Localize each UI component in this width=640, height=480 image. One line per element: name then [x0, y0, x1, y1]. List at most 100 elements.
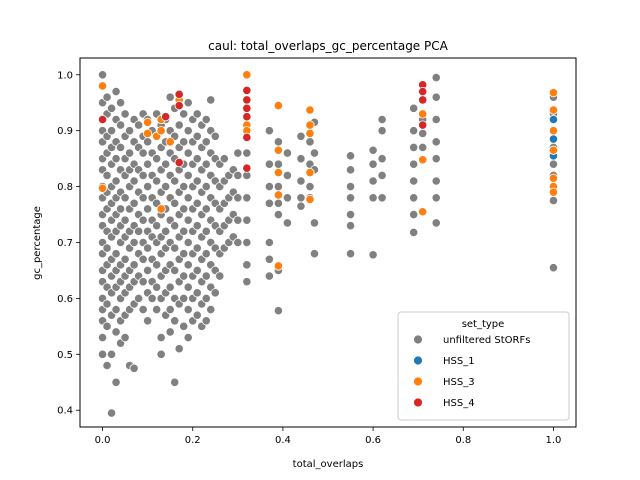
- point-unfiltered-storfs: [431, 72, 441, 83]
- point-hss-4: [242, 85, 252, 96]
- point-unfiltered-storfs: [138, 254, 148, 264]
- point-unfiltered-storfs: [170, 221, 180, 231]
- point-hss-1: [548, 134, 559, 144]
- legend-marker-hss-3: [413, 376, 423, 387]
- point-unfiltered-storfs: [138, 215, 148, 225]
- point-unfiltered-storfs: [201, 226, 211, 236]
- point-hss-3: [273, 145, 283, 155]
- legend-label-unfiltered-storfs: unfiltered StORFs: [443, 335, 530, 346]
- point-unfiltered-storfs: [273, 306, 283, 316]
- point-unfiltered-storfs: [431, 92, 441, 102]
- point-unfiltered-storfs: [183, 126, 193, 136]
- point-unfiltered-storfs: [409, 209, 419, 220]
- point-unfiltered-storfs: [111, 154, 121, 164]
- point-hss-3: [97, 183, 108, 193]
- y-tick-label: 1.0: [57, 70, 73, 81]
- point-unfiltered-storfs: [264, 271, 274, 281]
- point-unfiltered-storfs: [345, 193, 356, 203]
- point-unfiltered-storfs: [152, 304, 162, 315]
- point-unfiltered-storfs: [264, 126, 274, 136]
- point-unfiltered-storfs: [431, 218, 441, 228]
- point-unfiltered-storfs: [264, 237, 274, 248]
- point-unfiltered-storfs: [183, 332, 193, 343]
- point-unfiltered-storfs: [111, 304, 121, 315]
- point-unfiltered-storfs: [111, 377, 121, 387]
- point-unfiltered-storfs: [111, 86, 121, 97]
- point-unfiltered-storfs: [115, 120, 126, 130]
- y-tick-label: 0.8: [57, 182, 73, 193]
- chart-title: caul: total_overlaps_gc_percentage PCA: [208, 39, 448, 53]
- point-unfiltered-storfs: [431, 137, 441, 147]
- point-unfiltered-storfs: [170, 176, 180, 186]
- point-unfiltered-storfs: [431, 176, 441, 186]
- point-unfiltered-storfs: [161, 159, 171, 169]
- point-unfiltered-storfs: [345, 221, 356, 231]
- point-unfiltered-storfs: [120, 193, 130, 203]
- point-hss-3: [305, 128, 315, 139]
- point-hss-4: [174, 100, 184, 111]
- point-unfiltered-storfs: [143, 159, 153, 169]
- point-unfiltered-storfs: [305, 181, 315, 192]
- point-unfiltered-storfs: [377, 193, 387, 203]
- point-unfiltered-storfs: [242, 237, 252, 248]
- point-unfiltered-storfs: [201, 204, 211, 214]
- point-unfiltered-storfs: [161, 181, 171, 192]
- point-hss-3: [242, 70, 252, 80]
- point-unfiltered-storfs: [138, 277, 148, 287]
- point-unfiltered-storfs: [183, 260, 193, 270]
- point-hss-3: [418, 155, 428, 165]
- point-unfiltered-storfs: [296, 131, 306, 141]
- point-unfiltered-storfs: [368, 250, 378, 260]
- point-unfiltered-storfs: [134, 120, 144, 130]
- point-unfiltered-storfs: [296, 201, 306, 211]
- point-unfiltered-storfs: [296, 154, 306, 164]
- point-unfiltered-storfs: [183, 193, 193, 203]
- point-unfiltered-storfs: [345, 165, 356, 175]
- point-unfiltered-storfs: [174, 344, 184, 354]
- x-tick-label: 0.8: [455, 435, 471, 446]
- point-unfiltered-storfs: [233, 170, 243, 181]
- point-unfiltered-storfs: [368, 176, 378, 186]
- point-unfiltered-storfs: [138, 193, 148, 203]
- legend-box: [397, 311, 570, 421]
- point-unfiltered-storfs: [183, 215, 193, 225]
- point-unfiltered-storfs: [219, 154, 229, 164]
- point-unfiltered-storfs: [201, 137, 211, 147]
- point-unfiltered-storfs: [409, 126, 419, 136]
- point-unfiltered-storfs: [192, 131, 202, 141]
- point-unfiltered-storfs: [206, 95, 216, 105]
- point-unfiltered-storfs: [156, 349, 166, 359]
- point-unfiltered-storfs: [377, 170, 387, 181]
- point-unfiltered-storfs: [143, 243, 153, 253]
- point-unfiltered-storfs: [115, 204, 126, 214]
- point-unfiltered-storfs: [548, 263, 559, 273]
- point-unfiltered-storfs: [129, 176, 139, 186]
- point-unfiltered-storfs: [183, 282, 193, 292]
- point-unfiltered-storfs: [174, 120, 184, 130]
- point-hss-4: [242, 95, 252, 105]
- legend-title: set_type: [462, 319, 505, 330]
- point-unfiltered-storfs: [192, 221, 202, 231]
- point-unfiltered-storfs: [210, 288, 220, 298]
- x-axis-ticks: 0.0 0.2 0.4 0.6 0.8 1.0: [95, 427, 561, 446]
- point-unfiltered-storfs: [97, 349, 108, 359]
- x-axis-label: total_overlaps: [293, 459, 364, 470]
- y-axis-ticks: 0.4 0.5 0.6 0.7 0.8 0.9 1.0: [57, 70, 80, 417]
- legend-marker-hss-1: [413, 355, 423, 366]
- point-unfiltered-storfs: [296, 176, 306, 186]
- point-unfiltered-storfs: [138, 304, 148, 315]
- point-unfiltered-storfs: [309, 249, 320, 259]
- point-unfiltered-storfs: [111, 176, 121, 186]
- point-unfiltered-storfs: [192, 288, 202, 298]
- point-unfiltered-storfs: [201, 316, 211, 326]
- point-hss-3: [143, 117, 153, 127]
- point-unfiltered-storfs: [170, 243, 180, 253]
- point-unfiltered-storfs: [152, 221, 162, 231]
- point-unfiltered-storfs: [273, 198, 283, 208]
- point-unfiltered-storfs: [368, 159, 378, 169]
- point-unfiltered-storfs: [233, 148, 243, 158]
- point-unfiltered-storfs: [143, 265, 153, 276]
- point-hss-4: [174, 157, 184, 168]
- point-unfiltered-storfs: [183, 170, 193, 181]
- point-hss-4: [418, 86, 428, 97]
